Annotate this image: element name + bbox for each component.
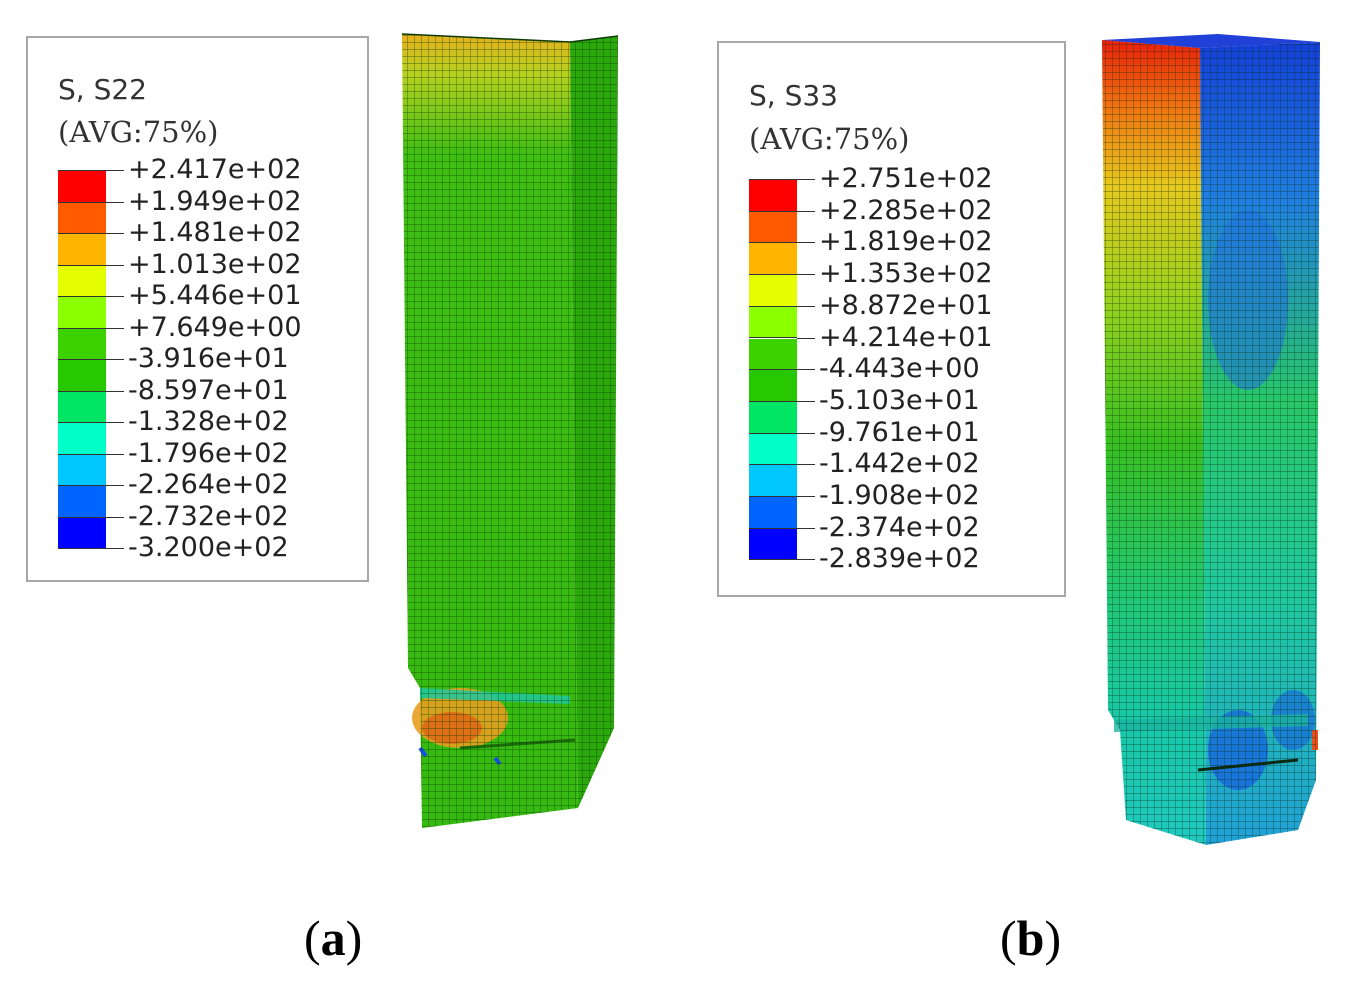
- column-mesh-b: [1102, 34, 1320, 845]
- color-swatch: [749, 306, 797, 339]
- legend-value: -2.374e+02: [819, 511, 980, 543]
- legend-tick: [106, 359, 124, 360]
- legend-tick: [797, 496, 815, 497]
- color-swatch: [58, 202, 106, 234]
- legend-value: +1.949e+02: [128, 185, 302, 217]
- legend-tick: [106, 327, 124, 329]
- color-swatch: [749, 528, 797, 561]
- legend-title: S, S22: [58, 73, 147, 106]
- color-swatch: [58, 265, 106, 297]
- legend-value: +1.481e+02: [128, 217, 302, 248]
- legend-value: -8.597e+01: [128, 374, 289, 406]
- color-swatch: [749, 180, 797, 212]
- legend-value: +2.285e+02: [819, 194, 993, 226]
- color-swatch: [58, 297, 106, 329]
- color-swatch: [749, 465, 797, 497]
- legend-tick: [797, 464, 815, 466]
- color-swatch: [749, 497, 797, 529]
- legend-value: -5.103e+01: [819, 384, 980, 416]
- legend-subtitle: (AVG:75%): [58, 115, 219, 149]
- legend-value: -9.761e+01: [819, 416, 980, 448]
- legend-value: -2.839e+02: [819, 543, 980, 575]
- legend-scale: +2.417e+02 +1.949e+02 +1.481e+02 +1.013e+02…: [58, 154, 348, 562]
- legend-value: +5.446e+01: [128, 280, 302, 311]
- color-bar: [58, 170, 106, 549]
- color-swatch: [749, 275, 797, 307]
- color-swatch: [58, 234, 106, 266]
- color-swatch: [749, 370, 797, 402]
- legend-tick: [106, 422, 124, 423]
- legend-tick: [106, 170, 124, 171]
- legend-value: -3.200e+02: [128, 532, 289, 563]
- color-swatch: [58, 423, 106, 455]
- color-swatch: [58, 360, 106, 392]
- legend-tick: [797, 179, 815, 180]
- legend-value: -1.796e+02: [128, 437, 289, 469]
- legend-title: S, S33: [749, 79, 838, 112]
- legend-value: +8.872e+01: [819, 289, 993, 321]
- legend-value: +4.214e+01: [819, 321, 993, 353]
- legend-tick: [106, 485, 124, 486]
- legend-value: +2.751e+02: [819, 163, 993, 194]
- legend-value: -1.908e+02: [819, 480, 980, 511]
- color-swatch: [58, 486, 106, 518]
- legend-value: +1.353e+02: [819, 258, 993, 290]
- legend-value: -2.732e+02: [128, 500, 289, 532]
- legend-tick: [106, 390, 124, 392]
- legend-scale: +2.751e+02 +2.285e+02 +1.819e+02 +1.353e+02…: [749, 163, 1039, 579]
- legend-b: S, S33 (AVG:75%) +2.751e+02 +2.285e+02 +1.…: [717, 41, 1066, 597]
- legend-a: S, S22 (AVG:75%) +2.417e+02 +1.949e+02 +1.…: [26, 36, 369, 582]
- legend-tick: [797, 337, 815, 339]
- legend-tick: [797, 305, 815, 307]
- legend-tick: [797, 527, 815, 529]
- legend-tick: [797, 369, 815, 371]
- legend-tick: [797, 432, 815, 434]
- legend-value: -4.443e+00: [819, 353, 980, 385]
- color-swatch: [58, 391, 106, 423]
- panel-b: S, S33 (AVG:75%) +2.751e+02 +2.285e+02 +1.…: [678, 0, 1357, 1004]
- color-swatch: [58, 328, 106, 360]
- legend-value: +1.013e+02: [128, 248, 302, 280]
- legend-value: +1.819e+02: [819, 226, 993, 258]
- panel-a: S, S22 (AVG:75%) +2.417e+02 +1.949e+02 +1.…: [0, 0, 678, 1004]
- legend-tick: [106, 296, 124, 297]
- legend-tick: [106, 201, 124, 203]
- color-swatch: [749, 433, 797, 466]
- panel-caption: (b): [1000, 910, 1062, 966]
- color-swatch: [749, 211, 797, 244]
- legend-tick: [797, 559, 815, 561]
- column-mesh-a: [401, 33, 619, 828]
- legend-value: +2.417e+02: [128, 154, 302, 185]
- legend-tick: [797, 242, 815, 244]
- legend-tick: [106, 453, 124, 455]
- panel-caption: (a): [304, 910, 363, 966]
- legend-tick: [106, 233, 124, 234]
- color-swatch: [58, 171, 106, 203]
- legend-value: +7.649e+00: [128, 311, 302, 343]
- legend-tick: [106, 548, 124, 549]
- legend-value: -2.264e+02: [128, 469, 289, 500]
- legend-tick: [106, 264, 124, 266]
- color-swatch: [58, 454, 106, 486]
- color-swatch: [58, 517, 106, 549]
- color-swatch: [749, 338, 797, 371]
- legend-value: -3.916e+01: [128, 343, 289, 374]
- legend-tick: [797, 274, 815, 276]
- color-swatch: [749, 401, 797, 434]
- color-swatch: [749, 243, 797, 276]
- legend-tick: [797, 400, 815, 402]
- legend-value: -1.442e+02: [819, 448, 980, 480]
- legend-tick: [797, 210, 815, 212]
- legend-value: -1.328e+02: [128, 406, 289, 437]
- color-bar: [749, 179, 797, 561]
- legend-tick: [106, 516, 124, 518]
- legend-subtitle: (AVG:75%): [749, 122, 910, 156]
